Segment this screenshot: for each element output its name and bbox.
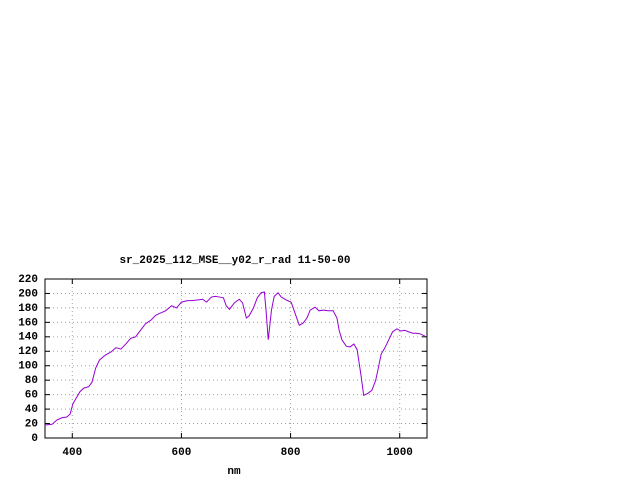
y-tick-label: 80 <box>25 375 38 387</box>
x-tick-label: 400 <box>62 447 82 459</box>
x-axis-label: nm <box>227 466 241 478</box>
x-tick-label: 800 <box>281 447 301 459</box>
y-tick-label: 180 <box>18 303 38 315</box>
y-tick-label: 0 <box>31 433 38 445</box>
x-tick-label: 1000 <box>387 447 413 459</box>
y-tick-label: 220 <box>18 274 38 286</box>
y-tick-label: 40 <box>25 404 38 416</box>
y-tick-label: 120 <box>18 346 38 358</box>
chart-title: sr_2025_112_MSE__y02_r_rad 11-50-00 <box>119 255 350 267</box>
y-tick-label: 140 <box>18 332 38 344</box>
x-tick-label: 600 <box>172 447 192 459</box>
y-tick-label: 60 <box>25 390 38 402</box>
y-tick-label: 200 <box>18 288 38 300</box>
y-tick-label: 100 <box>18 361 38 373</box>
data-line <box>44 291 426 426</box>
y-tick-label: 20 <box>25 418 38 430</box>
plot-border <box>44 278 428 439</box>
y-tick-label: 160 <box>18 317 38 329</box>
